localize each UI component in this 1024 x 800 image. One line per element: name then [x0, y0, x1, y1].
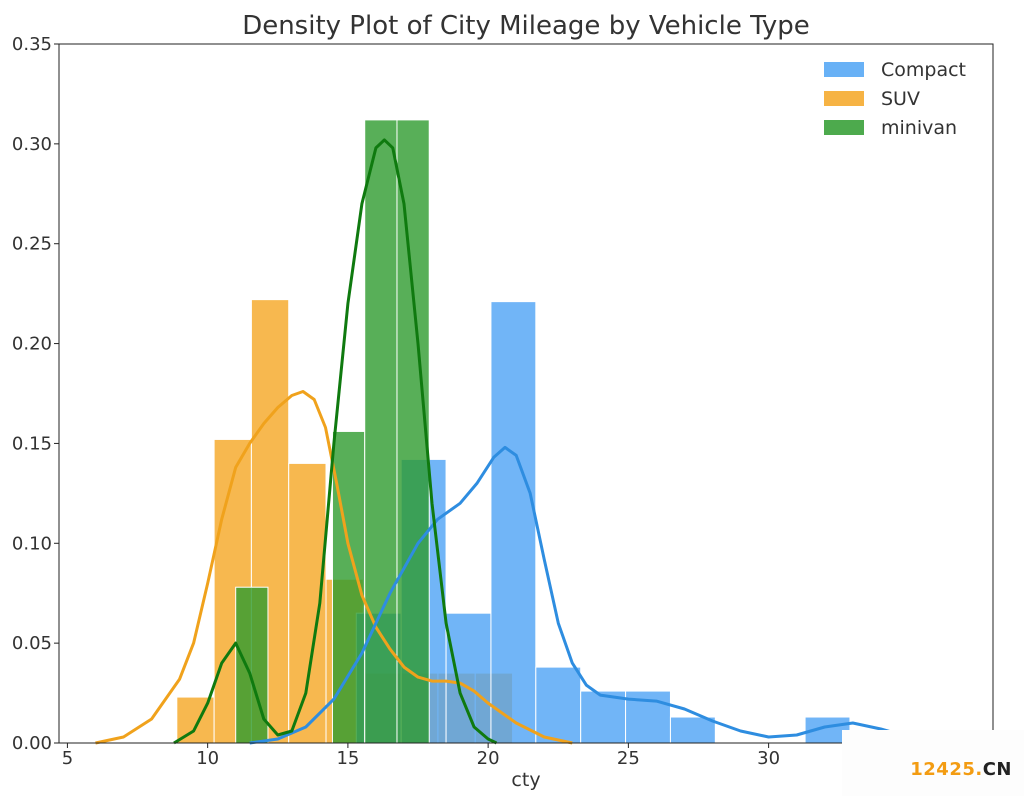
x-tick-label-10: 10 — [196, 748, 219, 769]
kde-line-minivan — [173, 138, 498, 745]
x-tick-label-30: 30 — [757, 748, 780, 769]
y-tick-label-7: 0.35 — [12, 34, 52, 55]
y-tick-label-0: 0.00 — [12, 733, 52, 754]
legend: Compact SUV minivan — [824, 59, 966, 139]
bar-compact-3 — [490, 301, 537, 744]
watermark-number: 12425 — [910, 759, 976, 780]
x-axis-label: cty — [511, 769, 540, 791]
x-tick-label-25: 25 — [617, 748, 640, 769]
legend-label-minivan: minivan — [881, 117, 957, 139]
legend-label-suv: SUV — [881, 88, 920, 110]
y-tick-label-2: 0.10 — [12, 533, 52, 554]
legend-swatch-compact — [824, 62, 864, 77]
bar-compact-4 — [535, 666, 582, 744]
legend-swatch-suv — [824, 91, 864, 106]
watermark-dot: . — [975, 759, 983, 780]
bar-compact-7 — [669, 716, 716, 744]
bar-compact-5 — [580, 690, 627, 744]
watermark-suffix: CN — [982, 759, 1012, 780]
y-tick-label-6: 0.30 — [12, 134, 52, 155]
legend-swatch-minivan — [824, 120, 864, 135]
x-tick-label-15: 15 — [336, 748, 359, 769]
x-tick-label-20: 20 — [477, 748, 500, 769]
bar-compact-2 — [445, 612, 492, 744]
plot-frame — [58, 43, 994, 744]
y-tick-label-5: 0.25 — [12, 234, 52, 255]
legend-label-compact: Compact — [881, 59, 966, 81]
watermark-backdrop — [842, 730, 1024, 796]
y-tick-label-1: 0.05 — [12, 633, 52, 654]
y-tick-label-4: 0.20 — [12, 334, 52, 355]
x-axis-ticks: 5 10 15 20 25 30 — [62, 743, 780, 769]
y-axis-ticks: 0.00 0.05 0.10 0.15 0.20 0.25 0.30 0.35 — [12, 34, 59, 754]
kde-line-suv — [95, 390, 573, 745]
bar-minivan-3 — [396, 119, 430, 744]
kde-curves — [95, 138, 938, 745]
watermark-logo: 12425.CN — [910, 759, 1012, 780]
kde-line-compact — [249, 445, 938, 745]
chart-title: Density Plot of City Mileage by Vehicle … — [242, 11, 810, 41]
x-tick-label-5: 5 — [62, 748, 73, 769]
y-tick-label-3: 0.15 — [12, 433, 52, 454]
